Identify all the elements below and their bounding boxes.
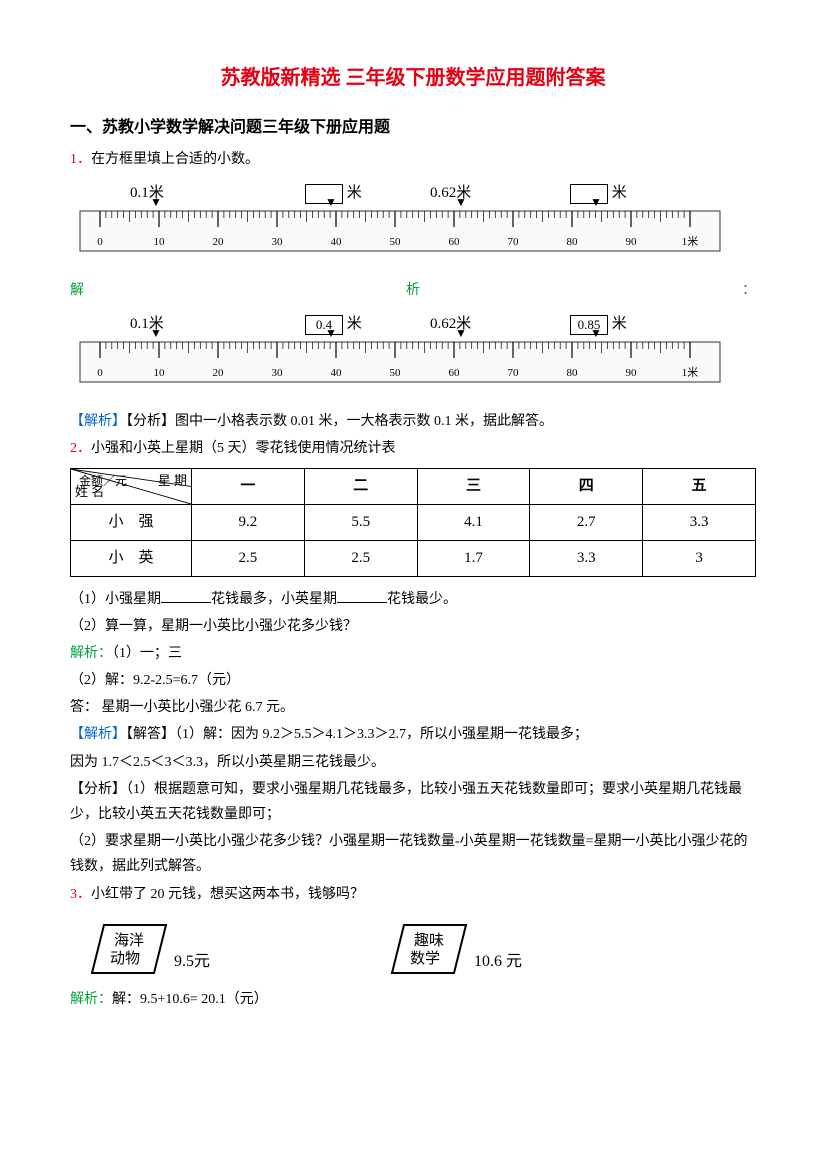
ruler-2: 0.1米 ▼ 0.4 米 ▼ 0.62米 ▼ 0.85 米 ▼ 01020304… bbox=[70, 311, 756, 397]
arrow-icon: ▼ bbox=[590, 198, 602, 206]
arrow-icon: ▼ bbox=[455, 329, 467, 337]
col-3: 三 bbox=[417, 468, 530, 504]
svg-text:1米: 1米 bbox=[682, 366, 699, 379]
q2-text: 小强和小英上星期（5 天）零花钱使用情况统计表 bbox=[91, 441, 396, 456]
book-1: 海洋 动物 9.5元 bbox=[90, 921, 210, 977]
ruler-svg: 0 10 20 30 40 50 60 70 80 90 1米 bbox=[70, 337, 750, 397]
col-1: 一 bbox=[192, 468, 305, 504]
q2-answer2b: 答： 星期一小英比小强少花 6.7 元。 bbox=[70, 695, 756, 720]
svg-text:10: 10 bbox=[154, 236, 166, 248]
book-2: 趣味 数学 10.6 元 bbox=[390, 921, 522, 977]
q2-exp3: 【分析】（1）根据题意可知，要求小强星期几花钱最多，比较小强五天花钱数量即可；要… bbox=[70, 777, 756, 827]
arrow-icon: ▼ bbox=[150, 329, 162, 337]
ruler-svg: 0 10 20 30 40 50 60 70 80 90 1米 bbox=[70, 206, 750, 266]
svg-text:40: 40 bbox=[331, 367, 343, 379]
arrow-icon: ▼ bbox=[590, 329, 602, 337]
svg-text:60: 60 bbox=[449, 236, 461, 248]
table-diag-header: 星 期 金额／元 姓 名 bbox=[71, 468, 192, 504]
q3-text: 小红带了 20 元钱，想买这两本书，钱够吗？ bbox=[91, 887, 364, 902]
svg-text:海洋: 海洋 bbox=[114, 932, 144, 949]
svg-text:50: 50 bbox=[390, 367, 402, 379]
svg-text:10: 10 bbox=[154, 367, 166, 379]
arrow-icon: ▼ bbox=[455, 198, 467, 206]
question-3: 3．小红带了 20 元钱，想买这两本书，钱够吗？ bbox=[70, 882, 756, 907]
svg-text:70: 70 bbox=[508, 236, 520, 248]
q2-answer2a: （2）解：9.2-2.5=6.7（元） bbox=[70, 668, 756, 693]
svg-text:70: 70 bbox=[508, 367, 520, 379]
section-heading: 一、苏教小学数学解决问题三年级下册应用题 bbox=[70, 114, 756, 143]
svg-text:0: 0 bbox=[97, 367, 103, 379]
q2-exp2: 因为 1.7＜2.5＜3＜3.3，所以小英星期三花钱最少。 bbox=[70, 750, 756, 775]
question-2: 2．小强和小英上星期（5 天）零花钱使用情况统计表 bbox=[70, 436, 756, 461]
q2-number: 2． bbox=[70, 441, 91, 456]
q1-explain: 【解析】【分析】图中一小格表示数 0.01 米，一大格表示数 0.1 米，据此解… bbox=[70, 409, 756, 434]
q2-exp4: （2）要求星期一小英比小强少花多少钱？小强星期一花钱数量-小英星期一花钱数量=星… bbox=[70, 829, 756, 879]
question-1: 1．在方框里填上合适的小数。 bbox=[70, 147, 756, 172]
col-5: 五 bbox=[643, 468, 756, 504]
svg-text:80: 80 bbox=[567, 367, 579, 379]
svg-text:动物: 动物 bbox=[110, 950, 140, 967]
book-icon: 海洋 动物 bbox=[90, 921, 170, 977]
arrow-icon: ▼ bbox=[150, 198, 162, 206]
book1-price: 9.5元 bbox=[174, 948, 210, 977]
svg-text:20: 20 bbox=[213, 236, 225, 248]
svg-text:90: 90 bbox=[626, 367, 638, 379]
svg-text:1米: 1米 bbox=[682, 235, 699, 248]
table-row: 小 英 2.5 2.5 1.7 3.3 3 bbox=[71, 540, 756, 576]
q1-text: 在方框里填上合适的小数。 bbox=[91, 152, 259, 167]
arrow-icon: ▼ bbox=[325, 329, 337, 337]
q3-answer: 解析：解：9.5+10.6= 20.1（元） bbox=[70, 987, 756, 1012]
ruler-1: 0.1米 ▼ 米 ▼ 0.62米 ▼ 米 ▼ 01020304050607080… bbox=[70, 180, 756, 266]
svg-text:20: 20 bbox=[213, 367, 225, 379]
table-row: 小 强 9.2 5.5 4.1 2.7 3.3 bbox=[71, 504, 756, 540]
books-row: 海洋 动物 9.5元 趣味 数学 10.6 元 bbox=[90, 921, 756, 977]
q1-number: 1． bbox=[70, 152, 91, 167]
analysis-label: 解 析 ： bbox=[70, 278, 756, 303]
svg-text:数学: 数学 bbox=[410, 950, 440, 967]
svg-text:30: 30 bbox=[272, 367, 284, 379]
svg-text:90: 90 bbox=[626, 236, 638, 248]
svg-text:40: 40 bbox=[331, 236, 343, 248]
book-icon: 趣味 数学 bbox=[390, 921, 470, 977]
q2-exp1: 【解析】【解答】（1）解：因为 9.2＞5.5＞4.1＞3.3＞2.7，所以小强… bbox=[70, 722, 756, 747]
col-4: 四 bbox=[530, 468, 643, 504]
svg-text:50: 50 bbox=[390, 236, 402, 248]
svg-text:30: 30 bbox=[272, 236, 284, 248]
page-title: 苏教版新精选 三年级下册数学应用题附答案 bbox=[70, 60, 756, 96]
arrow-icon: ▼ bbox=[325, 198, 337, 206]
q2-answer1: 解析：（1）一；三 bbox=[70, 641, 756, 666]
q2-sub1: （1）小强星期花钱最多，小英星期花钱最少。 bbox=[70, 587, 756, 612]
spending-table: 星 期 金额／元 姓 名 一 二 三 四 五 小 强 9.2 5.5 4.1 2… bbox=[70, 468, 756, 577]
svg-text:趣味: 趣味 bbox=[414, 932, 444, 949]
svg-text:0: 0 bbox=[97, 236, 103, 248]
col-2: 二 bbox=[304, 468, 417, 504]
svg-text:60: 60 bbox=[449, 367, 461, 379]
q3-number: 3． bbox=[70, 887, 91, 902]
svg-text:80: 80 bbox=[567, 236, 579, 248]
q2-sub2: （2）算一算，星期一小英比小强少花多少钱？ bbox=[70, 614, 756, 639]
book2-price: 10.6 元 bbox=[474, 948, 522, 977]
